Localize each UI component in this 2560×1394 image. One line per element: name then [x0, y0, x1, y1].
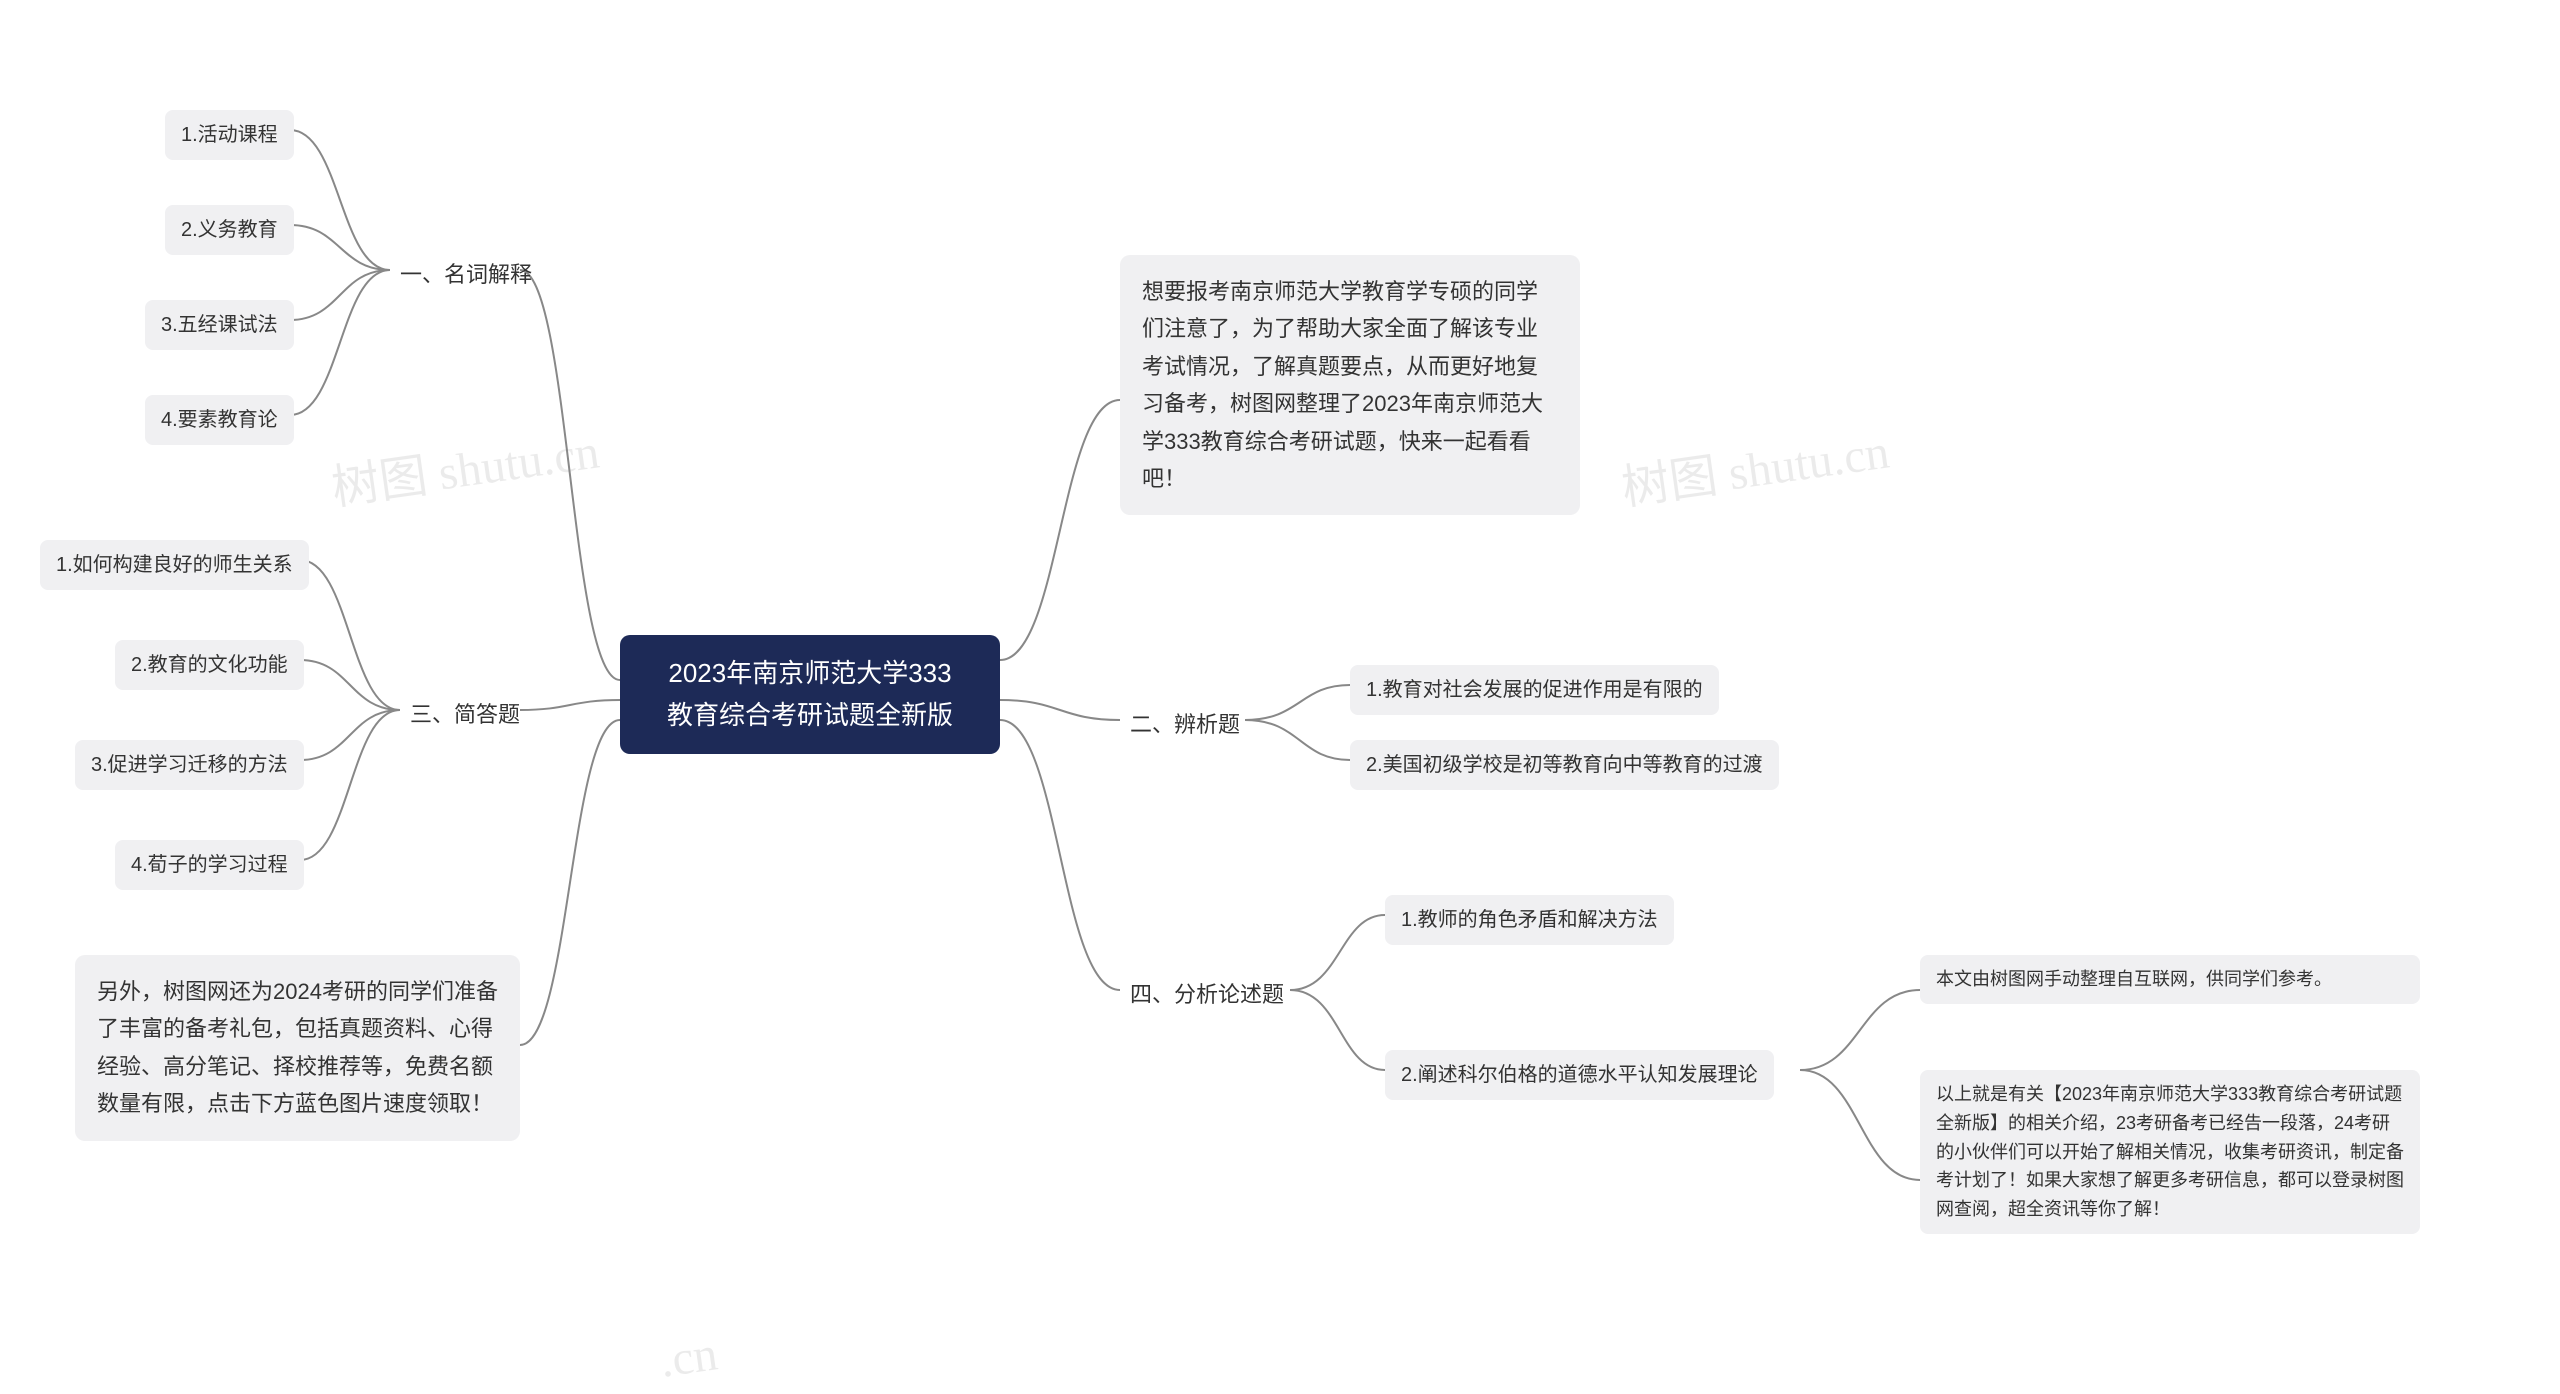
branch-analysis: 二、辨析题	[1120, 702, 1250, 747]
leaf-node: 4.要素教育论	[145, 395, 294, 445]
leaf-node: 2.阐述科尔伯格的道德水平认知发展理论	[1385, 1050, 1774, 1100]
leaf-node: 2.义务教育	[165, 205, 294, 255]
leaf-node: 1.如何构建良好的师生关系	[40, 540, 309, 590]
center-line2: 教育综合考研试题全新版	[667, 700, 953, 730]
watermark: .cn	[656, 1326, 720, 1388]
watermark: 树图 shutu.cn	[326, 412, 602, 519]
watermark: 树图 shutu.cn	[1616, 412, 1892, 519]
center-node: 2023年南京师范大学333 教育综合考研试题全新版	[620, 635, 1000, 754]
branch-essay: 四、分析论述题	[1120, 972, 1294, 1017]
branch-shortanswer: 三、简答题	[400, 692, 530, 737]
info-box-left: 另外，树图网还为2024考研的同学们准备了丰富的备考礼包，包括真题资料、心得经验…	[75, 955, 520, 1141]
sub-leaf-node: 以上就是有关【2023年南京师范大学333教育综合考研试题全新版】的相关介绍，2…	[1920, 1070, 2420, 1234]
leaf-node: 3.促进学习迁移的方法	[75, 740, 304, 790]
center-line1: 2023年南京师范大学333	[668, 658, 951, 688]
leaf-node: 2.教育的文化功能	[115, 640, 304, 690]
leaf-node: 4.荀子的学习过程	[115, 840, 304, 890]
leaf-node: 1.教师的角色矛盾和解决方法	[1385, 895, 1674, 945]
leaf-node: 1.教育对社会发展的促进作用是有限的	[1350, 665, 1719, 715]
leaf-node: 2.美国初级学校是初等教育向中等教育的过渡	[1350, 740, 1779, 790]
leaf-node: 1.活动课程	[165, 110, 294, 160]
branch-terms: 一、名词解释	[390, 252, 542, 297]
leaf-node: 3.五经课试法	[145, 300, 294, 350]
sub-leaf-node: 本文由树图网手动整理自互联网，供同学们参考。	[1920, 955, 2420, 1004]
info-box-right-top: 想要报考南京师范大学教育学专硕的同学们注意了，为了帮助大家全面了解该专业考试情况…	[1120, 255, 1580, 515]
